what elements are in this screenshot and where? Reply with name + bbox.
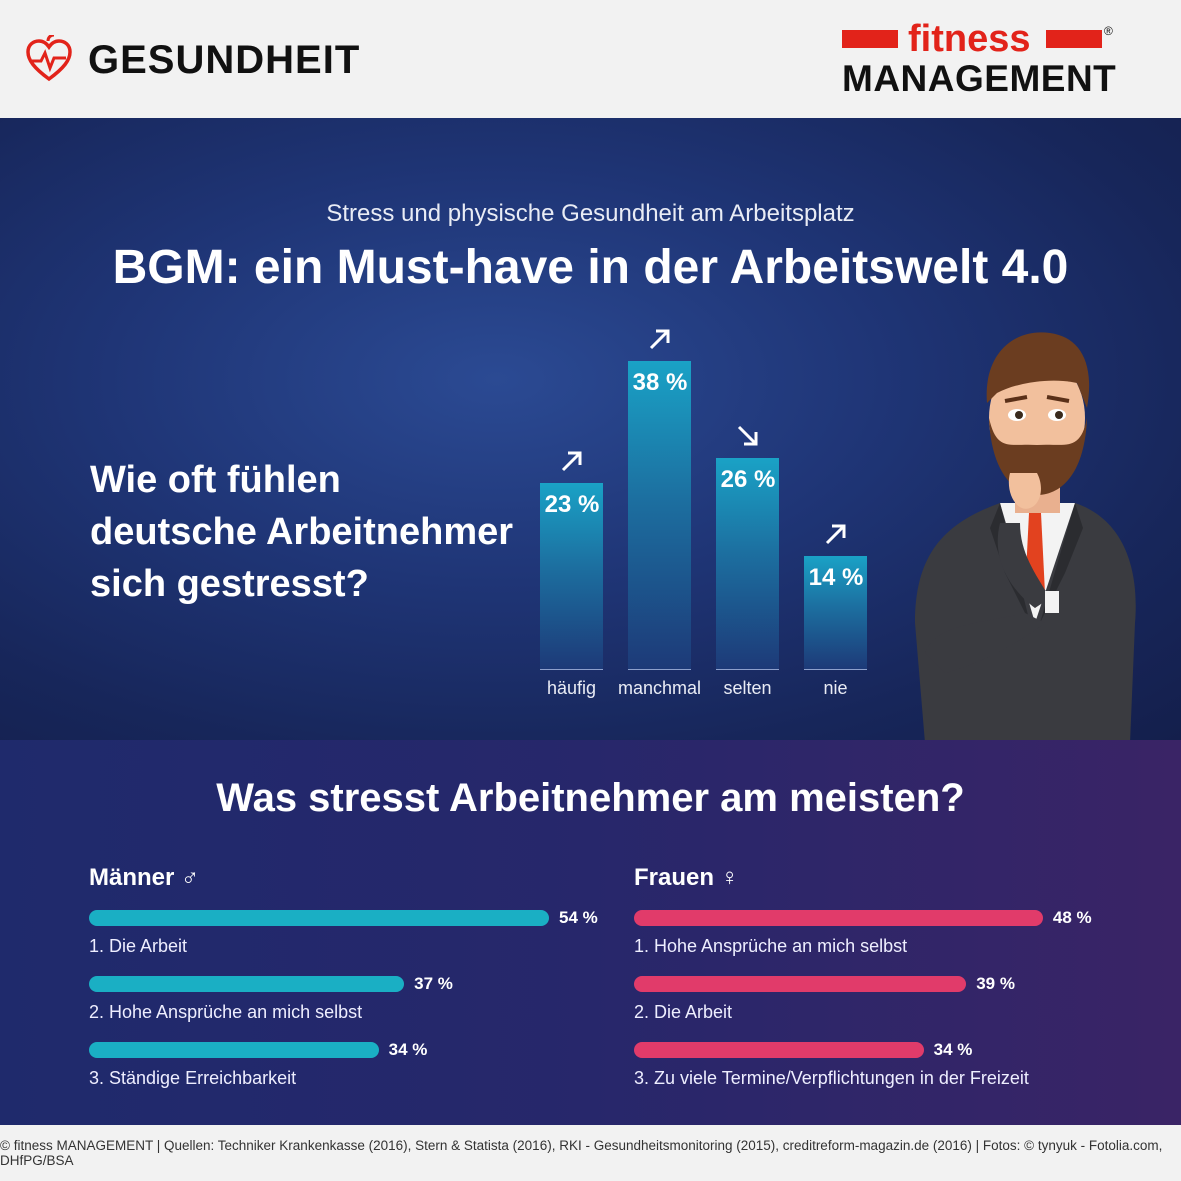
bar-baseline [628, 669, 691, 670]
men-bar-2 [89, 1042, 379, 1058]
stressors-section: Was stresst Arbeitnehmer am meisten? Män… [0, 740, 1181, 1125]
bar-category-label: selten [723, 678, 772, 698]
brand-logo: fitness ® MANAGEMENT [842, 18, 1142, 102]
section-title: GESUNDHEIT [88, 37, 361, 82]
bar-value-label: 38 % [632, 369, 688, 397]
question: Wie oft fühlen deutsche Arbeitnehmer sic… [90, 454, 513, 610]
women-bar-label: 1. Hohe Ansprüche an mich selbst [634, 936, 908, 956]
bar-value-label: 26 % [720, 466, 776, 494]
bar-value-label: 14 % [808, 563, 864, 591]
section-brand: GESUNDHEIT [24, 30, 360, 90]
men-bar-label: 1. Die Arbeit [89, 936, 188, 956]
women-bar-value: 48 % [1052, 908, 1092, 927]
women-bar-1 [634, 976, 967, 992]
subtitle: Stress und physische Gesundheit am Arbei… [326, 200, 855, 227]
women-column-title: Frauen ♀ [634, 864, 739, 891]
question-line: deutsche Arbeitnehmer [90, 511, 514, 553]
women-bar-0 [634, 910, 1043, 926]
logo-fitness: fitness [908, 18, 1031, 60]
women-bar-label: 3. Zu viele Termine/Verpflichtungen in d… [634, 1068, 1029, 1088]
women-bar-label: 2. Die Arbeit [634, 1002, 733, 1022]
thinking-man-illustration [915, 332, 1136, 743]
bar-category-label: häufig [546, 678, 597, 698]
registered-mark: ® [1104, 24, 1113, 38]
women-bar-2 [634, 1042, 924, 1058]
women-bar-value: 39 % [976, 974, 1015, 993]
bar-value-label: 23 % [544, 490, 600, 518]
stressors-title: Was stresst Arbeitnehmer am meisten? [216, 776, 965, 820]
men-bar-value: 54 % [559, 908, 598, 927]
arrow-up-right-icon [649, 329, 670, 350]
arrow-up-right-icon [561, 451, 582, 471]
men-bar-value: 37 % [414, 974, 453, 993]
bar-3 [804, 555, 867, 669]
headline: BGM: ein Must-have in der Arbeitswelt 4.… [112, 241, 1069, 294]
women-bar-value: 34 % [933, 1040, 973, 1059]
header: GESUNDHEIT fitness ® MANAGEMENT [0, 0, 1181, 118]
question-line: Wie oft fühlen [90, 459, 341, 501]
logo-bar-left [842, 30, 898, 48]
men-bar-label: 3. Ständige Erreichbarkeit [89, 1068, 297, 1088]
heart-pulse-icon [26, 35, 72, 82]
men-bar-value: 34 % [388, 1040, 428, 1059]
bar-2 [716, 458, 779, 669]
men-bar-label: 2. Hohe Ansprüche an mich selbst [89, 1002, 363, 1022]
frequency-bar-chart: 23 % häufig 38 % manchmal 26 % selten 14 % nie [530, 318, 890, 718]
bar-0 [540, 482, 603, 669]
arrow-down-right-icon [737, 426, 758, 446]
bar-category-label: nie [823, 678, 848, 698]
logo-management: MANAGEMENT [842, 58, 1117, 99]
bar-category-label: manchmal [617, 678, 702, 698]
bar-1 [628, 361, 691, 669]
bar-baseline [804, 669, 867, 670]
men-bar-0 [89, 910, 549, 926]
stress-frequency-section: Stress und physische Gesundheit am Arbei… [0, 118, 1181, 743]
arrow-up-right-icon [825, 524, 846, 544]
footer-credits: © fitness MANAGEMENT | Quellen: Technike… [0, 1125, 1181, 1181]
men-column-title: Männer ♂ [89, 864, 200, 891]
question-line: sich gestresst? [90, 563, 369, 605]
bar-baseline [716, 669, 779, 670]
men-bar-1 [89, 976, 405, 992]
bar-baseline [540, 669, 603, 670]
logo-bar-right [1046, 30, 1102, 48]
